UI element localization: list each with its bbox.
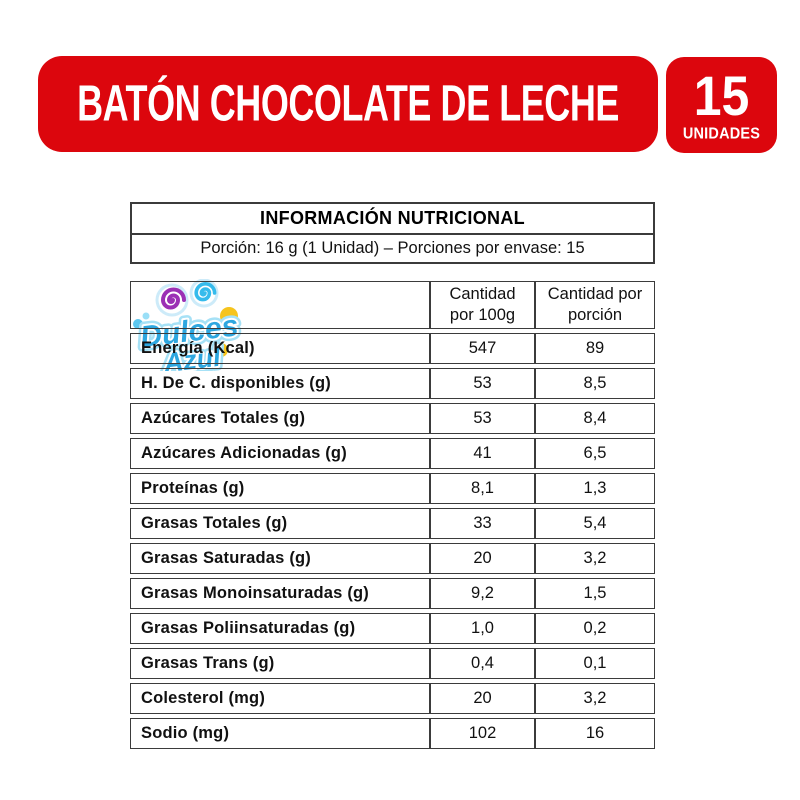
table-row: Grasas Trans (g) 0,4 0,1 (130, 648, 655, 679)
value-per-portion: 6,5 (535, 438, 655, 469)
value-per-100g: 547 (430, 333, 535, 364)
table-row: Grasas Monoinsaturadas (g) 9,2 1,5 (130, 578, 655, 609)
header-amount-portion: Cantidad por porción (535, 281, 655, 329)
brand-logo: Dulces Dulces Azul Azul (131, 278, 261, 383)
value-per-100g: 20 (430, 543, 535, 574)
table-row: Grasas Saturadas (g) 20 3,2 (130, 543, 655, 574)
row-label: Colesterol (mg) (130, 683, 430, 714)
value-per-portion: 0,1 (535, 648, 655, 679)
table-row: Colesterol (mg) 20 3,2 (130, 683, 655, 714)
units-count: 15 (693, 64, 750, 127)
value-per-100g: 9,2 (430, 578, 535, 609)
value-per-100g: 8,1 (430, 473, 535, 504)
value-per-100g: 0,4 (430, 648, 535, 679)
value-per-portion: 1,3 (535, 473, 655, 504)
row-label: Grasas Poliinsaturadas (g) (130, 613, 430, 644)
value-per-portion: 0,2 (535, 613, 655, 644)
table-row: Grasas Totales (g) 33 5,4 (130, 508, 655, 539)
value-per-100g: 20 (430, 683, 535, 714)
value-per-100g: 41 (430, 438, 535, 469)
value-per-portion: 89 (535, 333, 655, 364)
row-label: Proteínas (g) (130, 473, 430, 504)
value-per-100g: 53 (430, 368, 535, 399)
table-row: Proteínas (g) 8,1 1,3 (130, 473, 655, 504)
nutrition-info-box: INFORMACIÓN NUTRICIONAL Porción: 16 g (1… (130, 202, 655, 264)
table-header-row: Cantidad por 100g Cantidad por porción (130, 281, 655, 329)
row-label: Sodio (mg) (130, 718, 430, 749)
value-per-portion: 8,4 (535, 403, 655, 434)
nutrition-info-title: INFORMACIÓN NUTRICIONAL (132, 204, 653, 235)
row-label: H. De C. disponibles (g) (130, 368, 430, 399)
row-label: Grasas Trans (g) (130, 648, 430, 679)
brand-logo-icon: Dulces Dulces Azul Azul (133, 278, 245, 383)
value-per-portion: 8,5 (535, 368, 655, 399)
table-row: H. De C. disponibles (g) 53 8,5 (130, 368, 655, 399)
row-label: Energía (Kcal) (130, 333, 430, 364)
units-label: UNIDADES (682, 124, 761, 143)
value-per-100g: 33 (430, 508, 535, 539)
table-row: Energía (Kcal) 547 89 (130, 333, 655, 364)
value-per-portion: 1,5 (535, 578, 655, 609)
product-title-banner: BATÓN CHOCOLATE DE LECHE (38, 56, 658, 152)
header-empty-cell (130, 281, 430, 329)
value-per-100g: 1,0 (430, 613, 535, 644)
value-per-100g: 53 (430, 403, 535, 434)
value-per-portion: 3,2 (535, 543, 655, 574)
row-label: Grasas Saturadas (g) (130, 543, 430, 574)
product-title: BATÓN CHOCOLATE DE LECHE (77, 75, 619, 132)
units-badge: 15 UNIDADES (666, 57, 777, 153)
table-row: Grasas Poliinsaturadas (g) 1,0 0,2 (130, 613, 655, 644)
row-label: Azúcares Adicionadas (g) (130, 438, 430, 469)
header-amount-100g: Cantidad por 100g (430, 281, 535, 329)
serving-info: Porción: 16 g (1 Unidad) – Porciones por… (200, 239, 585, 257)
table-row: Azúcares Totales (g) 53 8,4 (130, 403, 655, 434)
row-label: Grasas Monoinsaturadas (g) (130, 578, 430, 609)
value-per-portion: 5,4 (535, 508, 655, 539)
value-per-100g: 102 (430, 718, 535, 749)
row-label: Azúcares Totales (g) (130, 403, 430, 434)
table-row: Azúcares Adicionadas (g) 41 6,5 (130, 438, 655, 469)
value-per-portion: 3,2 (535, 683, 655, 714)
value-per-portion: 16 (535, 718, 655, 749)
table-row: Sodio (mg) 102 16 (130, 718, 655, 749)
row-label: Grasas Totales (g) (130, 508, 430, 539)
nutrition-table: Cantidad por 100g Cantidad por porción E… (130, 277, 655, 753)
